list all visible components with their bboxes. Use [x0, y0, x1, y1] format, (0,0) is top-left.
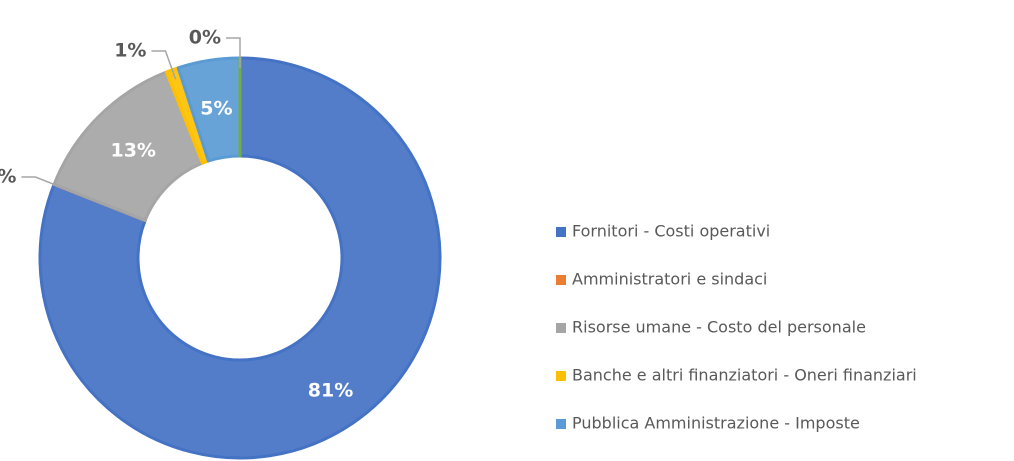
legend-swatch: [556, 227, 566, 237]
donut-slice: [38, 56, 442, 460]
legend-swatch: [556, 419, 566, 429]
value-label: 0%: [189, 27, 221, 49]
value-label: 1%: [114, 40, 146, 62]
leader-line: [151, 50, 177, 80]
leader-line: [226, 37, 241, 68]
legend-label: Fornitori - Costi operativi: [572, 222, 770, 241]
legend-swatch: [556, 323, 566, 333]
value-label: 13%: [110, 140, 155, 162]
legend-swatch: [556, 275, 566, 285]
legend-label: Risorse umane - Costo del personale: [572, 318, 866, 337]
value-label: 5%: [200, 97, 232, 119]
value-label: 81%: [308, 380, 353, 402]
legend-label: Amministratori e sindaci: [572, 270, 767, 289]
legend-label: Pubblica Amministrazione - Imposte: [572, 414, 860, 433]
value-label: 0%: [0, 166, 16, 188]
legend-label: Banche e altri finanziatori - Oneri fina…: [572, 366, 917, 385]
legend-swatch: [556, 371, 566, 381]
